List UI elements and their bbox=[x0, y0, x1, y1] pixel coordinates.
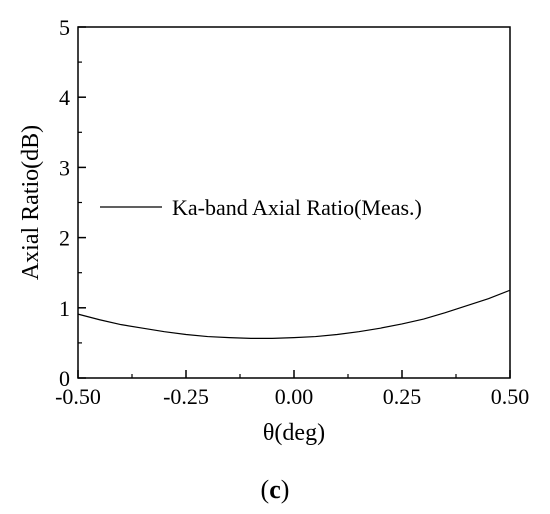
x-tick-label: -0.25 bbox=[163, 384, 209, 409]
caption-letter: c bbox=[269, 475, 281, 504]
y-tick-label: 2 bbox=[59, 226, 70, 251]
figure-caption: (c) bbox=[261, 475, 290, 504]
x-tick-label: -0.50 bbox=[55, 384, 101, 409]
series-line bbox=[77, 289, 511, 339]
y-tick-label: 0 bbox=[59, 366, 70, 391]
x-tick-label: 0.00 bbox=[275, 384, 314, 409]
y-tick-label: 5 bbox=[59, 15, 70, 40]
series-layer bbox=[77, 289, 511, 339]
caption-close: ) bbox=[281, 475, 290, 504]
y-axis-label: Axial Ratio(dB) bbox=[18, 125, 44, 280]
legend-label: Ka-band Axial Ratio(Meas.) bbox=[172, 195, 422, 220]
y-tick-label: 3 bbox=[59, 155, 70, 180]
x-tick-label: 0.25 bbox=[383, 384, 422, 409]
ticks: -0.50 -0.25 0.00 0.25 0.50 0 1 2 3 4 5 bbox=[55, 15, 529, 409]
y-tick-label: 4 bbox=[59, 85, 70, 110]
legend: Ka-band Axial Ratio(Meas.) bbox=[100, 195, 422, 220]
caption-open: ( bbox=[261, 475, 270, 504]
y-tick-label: 1 bbox=[59, 296, 70, 321]
x-axis-label: θ(deg) bbox=[263, 420, 325, 446]
x-tick-label: 0.50 bbox=[491, 384, 530, 409]
